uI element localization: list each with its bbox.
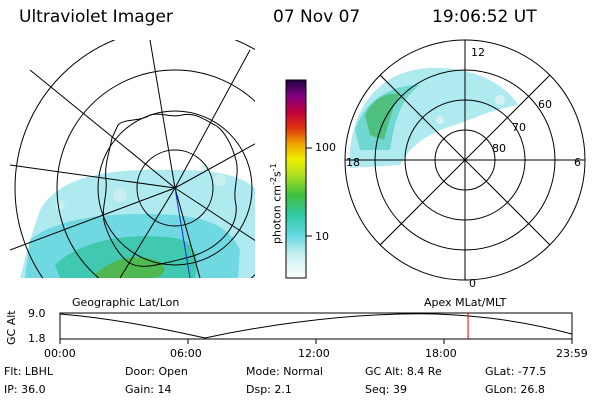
apex-caption: Apex MLat/MLT <box>424 296 507 309</box>
info-door: Door: Open <box>125 365 188 378</box>
date-label: 07 Nov 07 <box>273 7 361 27</box>
info-mode: Mode: Normal <box>246 365 323 378</box>
mlat-label-70: 70 <box>512 121 526 134</box>
timeline-xtick-1800: 18:00 <box>425 347 457 360</box>
info-gc-alt: GC Alt: 8.4 Re <box>365 365 442 378</box>
colorbar-tick-100: 100 <box>315 141 336 154</box>
mlat-label-60: 60 <box>538 98 552 111</box>
timeline-ytick-max: 9.0 <box>28 307 46 320</box>
info-ip: IP: 36.0 <box>4 383 46 396</box>
colorbar <box>285 79 307 279</box>
colorbar-unit-label: photon cm-2s-1 <box>269 163 284 244</box>
timeline-ylabel: GC Alt <box>5 310 18 345</box>
mlt-label-0: 0 <box>469 277 476 290</box>
geographic-map <box>10 40 255 278</box>
magnetic-dial <box>344 39 586 281</box>
mlt-label-18: 18 <box>346 156 360 169</box>
info-flt: Flt: LBHL <box>4 365 53 378</box>
info-seq: Seq: 39 <box>365 383 407 396</box>
geographic-caption: Geographic Lat/Lon <box>72 296 180 309</box>
info-dsp: Dsp: 2.1 <box>246 383 292 396</box>
colorbar-tick-10: 10 <box>315 230 329 243</box>
mlt-label-12: 12 <box>471 46 485 59</box>
timeline-xtick-0600: 06:00 <box>170 347 202 360</box>
timeline-xtick-1200: 12:00 <box>298 347 330 360</box>
instrument-title: Ultraviolet Imager <box>19 7 173 27</box>
timeline-ytick-min: 1.8 <box>28 332 46 345</box>
timeline-xtick-2359: 23:59 <box>556 347 588 360</box>
timeline-xtick-0000: 00:00 <box>44 347 76 360</box>
mlat-label-80: 80 <box>492 142 506 155</box>
aurora-emission-right <box>350 67 518 168</box>
continent-outline <box>102 113 238 267</box>
time-label: 19:06:52 UT <box>432 7 537 27</box>
altitude-timeline <box>59 312 573 344</box>
info-glon: GLon: 26.8 <box>485 383 545 396</box>
mlt-label-6: 6 <box>574 156 581 169</box>
info-gain: Gain: 14 <box>125 383 172 396</box>
info-glat: GLat: -77.5 <box>485 365 547 378</box>
aurora-emission-left <box>20 164 255 278</box>
